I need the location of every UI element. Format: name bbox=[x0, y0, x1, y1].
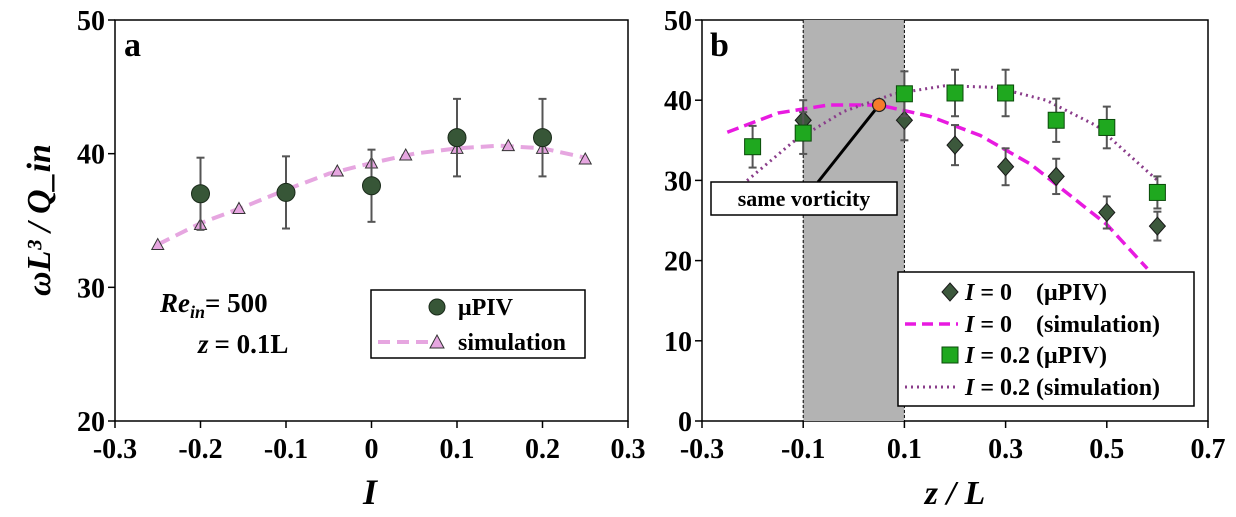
panel-b-xtick-label: -0.3 bbox=[680, 434, 724, 465]
same-vorticity-callout: same vorticity bbox=[710, 97, 898, 216]
panel-b-ytick-label: 10 bbox=[664, 327, 692, 358]
i0-upiv-point bbox=[996, 157, 1015, 177]
simulation-marker bbox=[578, 151, 593, 165]
i02-upiv-point bbox=[1148, 183, 1166, 201]
legend-marker-upiv bbox=[428, 298, 446, 316]
re-label: Rein= 500 bbox=[159, 288, 268, 322]
panel-a-letter: a bbox=[124, 27, 141, 64]
panel-b-ytick-label: 50 bbox=[664, 6, 692, 37]
simulation-marker bbox=[398, 147, 413, 161]
panel-a-ytick-label: 20 bbox=[77, 407, 105, 438]
simulation-marker bbox=[232, 201, 246, 214]
callout-label: same vorticity bbox=[738, 186, 871, 211]
panel-b-xtick-label: 0.7 bbox=[1191, 434, 1226, 465]
panel-a-xtick-label: -0.1 bbox=[264, 434, 308, 465]
i0-upiv-point bbox=[1047, 166, 1065, 187]
callout-box bbox=[710, 181, 898, 216]
panel-b-series-group bbox=[726, 68, 1167, 270]
panel-a-xtick-label: -0.2 bbox=[178, 434, 222, 465]
upiv-point bbox=[276, 182, 296, 202]
panel-b-xtick-label: -0.1 bbox=[781, 434, 825, 465]
panel-a-xlabel: I bbox=[362, 472, 379, 512]
callout-line bbox=[816, 109, 877, 183]
simulation-marker bbox=[330, 163, 345, 177]
legend-label-i02-simulation: I = 0.2 (simulation) bbox=[964, 375, 1160, 401]
i02-upiv-point bbox=[895, 85, 913, 103]
panel-a-xtick-label: 0 bbox=[365, 434, 379, 465]
upiv-point bbox=[362, 176, 381, 196]
panel-b-letter: b bbox=[710, 27, 729, 64]
panel-a-ytick-label: 50 bbox=[77, 6, 105, 37]
upiv-point bbox=[533, 128, 552, 148]
i02-upiv-point bbox=[794, 124, 812, 142]
legend-marker-i02-upiv bbox=[941, 346, 959, 364]
upiv-point bbox=[447, 128, 467, 148]
z-label: z = 0.1L bbox=[197, 329, 288, 359]
i0-upiv-point bbox=[946, 135, 964, 155]
i02-upiv-point bbox=[1098, 118, 1116, 136]
panel-b-ytick-label: 0 bbox=[678, 407, 692, 438]
i02-upiv-point bbox=[946, 84, 964, 102]
panel-b-xtick-label: 0.5 bbox=[1089, 434, 1124, 465]
panel-a: -0.3 -0.2 -0.1 0 0.1 0.2 0.3 20 30 40 50 a I ωL³ /… bbox=[21, 6, 646, 512]
simulation-marker bbox=[150, 237, 165, 251]
panel-b-ticks: -0.3 -0.1 0.1 0.3 0.5 0.7 0 10 20 30 40 50 bbox=[664, 6, 1226, 465]
panel-b-ytick-label: 20 bbox=[664, 247, 692, 278]
panel-b-xlabel: z / L bbox=[924, 475, 985, 512]
panel-a-conditions: Rein= 500 z = 0.1L bbox=[159, 288, 288, 359]
shaded-region bbox=[803, 20, 905, 421]
panel-b-ytick-label: 30 bbox=[664, 166, 692, 197]
legend-marker-i0-upiv bbox=[941, 282, 959, 302]
panel-a-xtick-label: 0.1 bbox=[440, 434, 475, 465]
legend-marker-simulation bbox=[429, 333, 445, 349]
i02-upiv-point bbox=[997, 84, 1015, 102]
panel-a-legend: μPIV simulation bbox=[370, 289, 586, 359]
panel-b-legend: I = 0 (μPIV) I = 0 (simulation) I = 0.2 … bbox=[897, 271, 1195, 407]
panel-a-ylabel: ωL³ / Q_in bbox=[21, 144, 58, 296]
panel-b-xtick-label: 0.3 bbox=[988, 434, 1023, 465]
panel-a-xtick-label: 0.3 bbox=[611, 434, 646, 465]
upiv-point bbox=[191, 184, 210, 204]
simulation-marker bbox=[501, 138, 516, 152]
legend-label-i0-simulation: I = 0 (simulation) bbox=[964, 312, 1160, 338]
i02-upiv-point bbox=[744, 138, 762, 156]
legend-label-i02-upiv: I = 0.2 (μPIV) bbox=[964, 343, 1107, 369]
legend-label-simulation: simulation bbox=[458, 330, 566, 356]
i02-upiv-point bbox=[1047, 111, 1065, 129]
panel-a-ytick-label: 30 bbox=[77, 273, 105, 304]
i0-upiv-point bbox=[1148, 216, 1167, 236]
panel-a-xtick-label: 0.2 bbox=[525, 434, 560, 465]
panel-a-series-group bbox=[150, 97, 593, 251]
callout-point bbox=[871, 97, 887, 113]
panel-a-legend-box bbox=[370, 289, 586, 359]
panel-a-xtick-label: -0.3 bbox=[93, 434, 137, 465]
panel-a-ytick-label: 40 bbox=[77, 140, 105, 171]
panel-a-ticks: -0.3 -0.2 -0.1 0 0.1 0.2 0.3 20 30 40 50 bbox=[77, 6, 646, 465]
legend-label-i0-upiv: I = 0 (μPIV) bbox=[964, 280, 1107, 306]
panel-b-ytick-label: 40 bbox=[664, 86, 692, 117]
legend-label-upiv: μPIV bbox=[458, 295, 514, 321]
i0-upiv-point bbox=[1098, 202, 1116, 223]
panel-b-xtick-label: 0.1 bbox=[887, 434, 922, 465]
